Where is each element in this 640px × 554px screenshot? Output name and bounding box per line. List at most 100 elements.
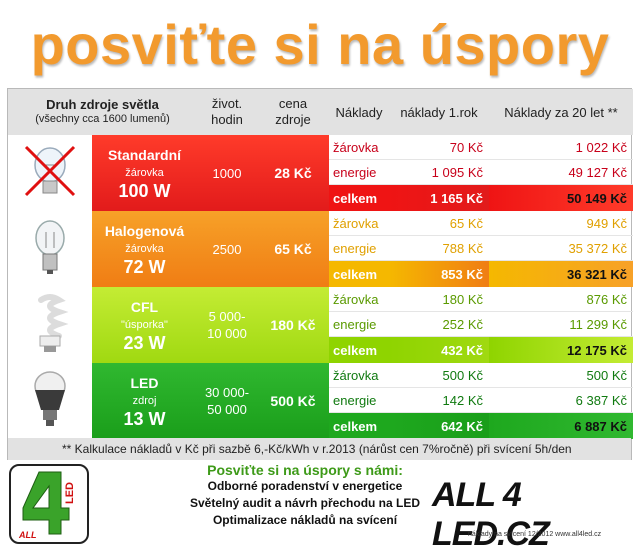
lifetime-hours: 2500 [197, 211, 257, 287]
cost-20years-value: 49 127 Kč [568, 165, 627, 180]
cost-type-label: žárovka [333, 140, 379, 155]
lifetime-hours: 30 000- 50 000 [197, 363, 257, 439]
cost-1year-value: 180 Kč [442, 292, 483, 307]
lifetime-line: 10 000 [207, 326, 247, 341]
light-source-sub: žárovka [125, 167, 164, 179]
header-cost-20years: Náklady za 20 let ** [489, 89, 633, 135]
row-divider [329, 412, 633, 413]
lifetime-hours: 5 000- 10 000 [197, 287, 257, 363]
footer-title: Posviťte si na úspory s námi: [207, 462, 403, 478]
light-source-power: 100 W [118, 181, 171, 201]
footer-promo: Posviťte si na úspory s námi: Odborné po… [170, 462, 440, 529]
light-source-sub: "úsporka" [121, 319, 168, 331]
light-source-type: LED [130, 375, 159, 391]
bulb-image [8, 287, 92, 363]
footer-line: Světelný audit a návrh přechodu na LED [189, 496, 421, 510]
cost-1year-value: 1 165 Kč [389, 185, 489, 211]
lifetime-line: 50 000 [207, 402, 247, 417]
row-divider [329, 184, 633, 185]
svg-text:ALL: ALL [18, 530, 37, 540]
cost-type-label: celkem [329, 261, 389, 287]
cost-type-label: celkem [329, 413, 389, 439]
svg-text:LED: LED [64, 482, 76, 504]
cost-1year-value: 65 Kč [449, 216, 483, 231]
page-title: posviťte si na úspory [30, 13, 610, 76]
light-source-power: 13 W [123, 409, 166, 429]
crossed-incandescent-bulb-icon [20, 141, 80, 206]
brand-wordmark: ALL 4 LED.CZ [432, 476, 550, 553]
header-price: cena zdroje [257, 89, 329, 135]
all4led-logo: LED ALL [9, 464, 89, 544]
bulb-image [8, 135, 92, 211]
row-divider [329, 387, 633, 388]
header-light-source: Druh zdroje světla (všechny cca 1600 lum… [8, 89, 197, 135]
row-divider [329, 260, 633, 261]
cost-1year-value: 642 Kč [389, 413, 489, 439]
cost-1year-value: 142 Kč [442, 393, 483, 408]
light-source-type: CFL [130, 299, 159, 315]
cost-20years-value: 876 Kč [586, 292, 627, 307]
header-lifetime: život. hodin [197, 89, 257, 135]
cost-1year-value: 788 Kč [442, 241, 483, 256]
row-divider [329, 235, 633, 236]
footer-line: Optimalizace nákladů na svícení [212, 513, 398, 527]
cost-1year-value: 70 Kč [449, 140, 483, 155]
source-price: 28 Kč [257, 135, 329, 211]
header-cost-1year: náklady 1.rok [389, 89, 489, 135]
light-source-sub: zdroj [132, 395, 157, 407]
light-source-power: 23 W [123, 333, 166, 353]
light-source-sub: žárovka [125, 243, 164, 255]
lifetime-line: 30 000- [204, 385, 250, 400]
footer-small-print: náklady na svícení 12/2012 www.all4led.c… [468, 531, 602, 538]
row-divider [329, 159, 633, 160]
cost-20years-value: 12 175 Kč [489, 337, 633, 363]
cost-type-label: energie [333, 393, 377, 408]
bulb-image [8, 211, 92, 287]
cost-1year-value: 252 Kč [442, 317, 483, 332]
cost-type-label: žárovka [333, 292, 379, 307]
source-price: 180 Kč [257, 287, 329, 363]
cost-20years-value: 6 887 Kč [489, 413, 633, 439]
lifetime-line: 5 000- [208, 309, 246, 324]
header-light-source-sub: (všechny cca 1600 lumenů) [35, 113, 170, 125]
header-light-source-title: Druh zdroje světla [46, 97, 159, 112]
cost-1year-value: 500 Kč [442, 368, 483, 383]
source-price: 65 Kč [257, 211, 329, 287]
light-source-name: Standardní žárovka 100 W [92, 135, 197, 211]
cost-type-label: energie [333, 241, 377, 256]
cost-1year-value: 432 Kč [389, 337, 489, 363]
cost-20years-value: 949 Kč [586, 216, 627, 231]
bulb-image [8, 363, 92, 439]
light-source-name: LED zdroj 13 W [92, 363, 197, 439]
cost-20years-value: 36 321 Kč [489, 261, 633, 287]
cfl-spiral-bulb-icon [27, 292, 73, 359]
light-source-power: 72 W [123, 257, 166, 277]
led-bulb-icon [25, 368, 75, 435]
cost-20years-value: 500 Kč [586, 368, 627, 383]
cost-1year-value: 1 095 Kč [431, 165, 483, 180]
row-divider [329, 336, 633, 337]
halogen-bulb-icon [25, 216, 75, 283]
cost-type-label: energie [333, 165, 377, 180]
light-source-type: Halogenová [104, 223, 185, 239]
cost-type-label: energie [333, 317, 377, 332]
cost-type-label: žárovka [333, 368, 379, 383]
footer-line: Odborné poradenství v energetice [207, 479, 403, 493]
lifetime-hours: 1000 [197, 135, 257, 211]
cost-type-label: žárovka [333, 216, 379, 231]
row-divider [329, 311, 633, 312]
light-source-name: CFL "úsporka" 23 W [92, 287, 197, 363]
header-costs: Náklady [329, 89, 389, 135]
cost-comparison-table: Druh zdroje světla (všechny cca 1600 lum… [7, 88, 633, 460]
light-source-type: Standardní [107, 147, 182, 163]
cost-20years-value: 11 299 Kč [569, 317, 627, 332]
light-source-name: Halogenová žárovka 72 W [92, 211, 197, 287]
cost-20years-value: 1 022 Kč [575, 140, 627, 155]
source-price: 500 Kč [257, 363, 329, 439]
cost-1year-value: 853 Kč [389, 261, 489, 287]
cost-type-label: celkem [329, 337, 389, 363]
cost-20years-value: 35 372 Kč [568, 241, 627, 256]
cost-20years-value: 50 149 Kč [489, 185, 633, 211]
cost-type-label: celkem [329, 185, 389, 211]
calculation-note: ** Kalkulace nákladů v Kč při sazbě 6,-K… [8, 438, 631, 460]
